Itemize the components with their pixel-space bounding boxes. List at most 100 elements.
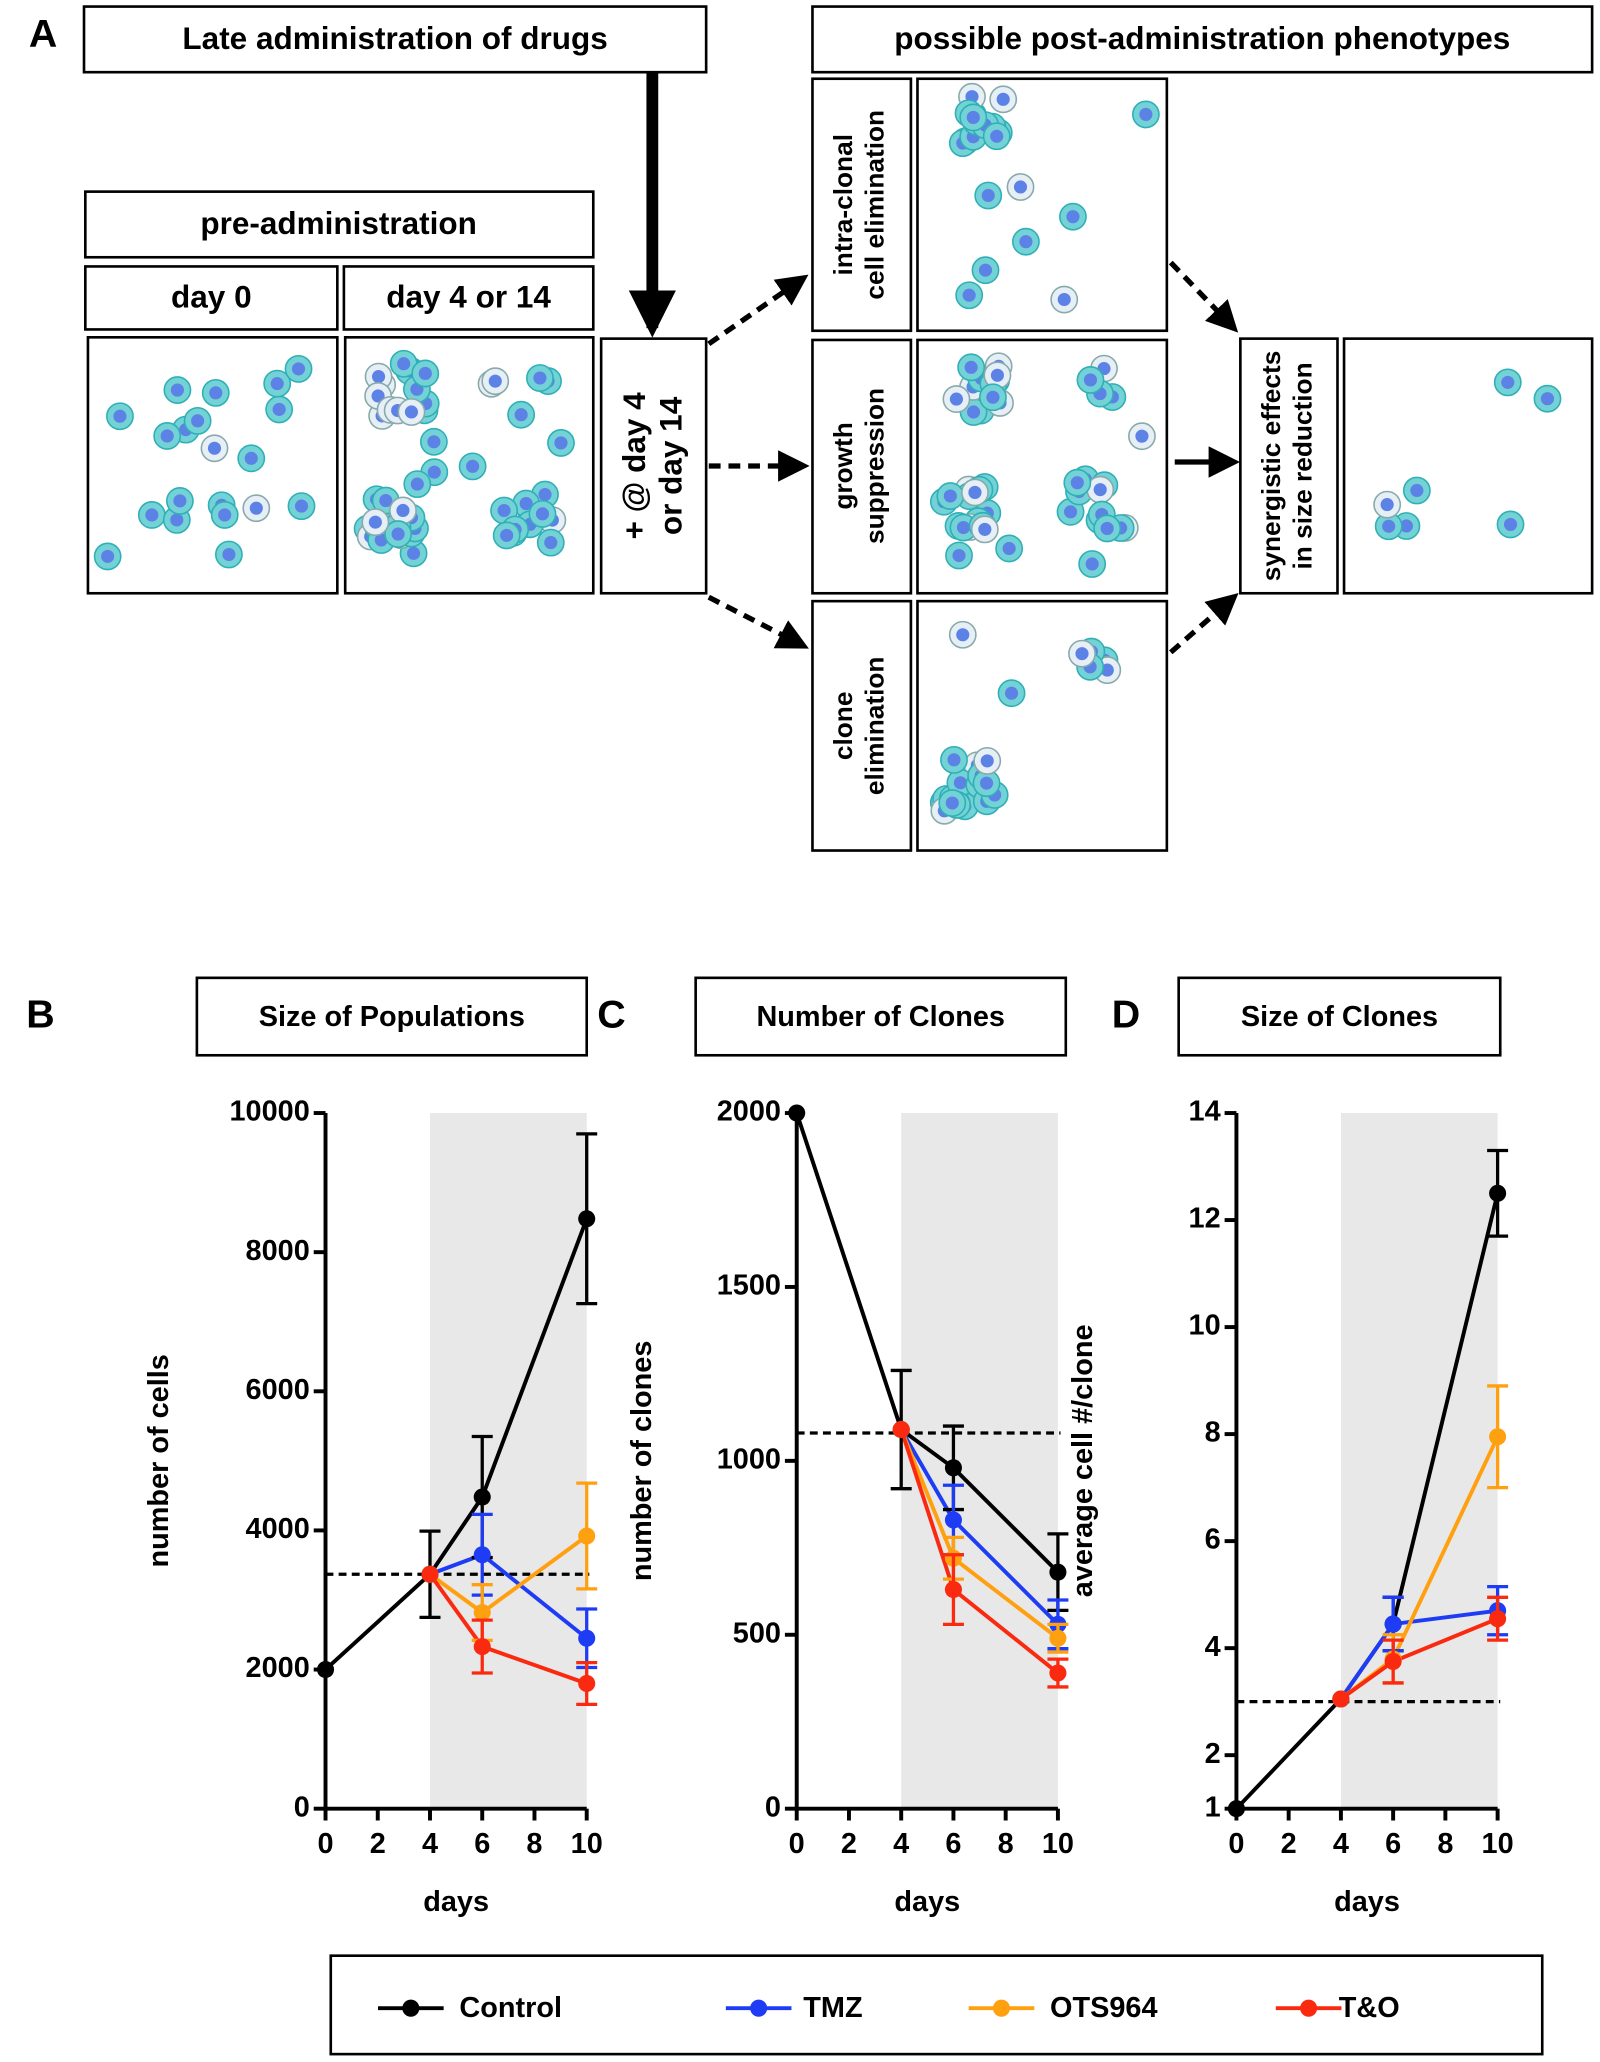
y-tick-label: 1000: [717, 1443, 781, 1475]
y-axis-label: average cell #/clone: [1067, 1324, 1099, 1597]
cell-nucleus: [962, 288, 976, 302]
arrow: [707, 274, 809, 347]
chart-title: Number of Clones: [756, 1001, 1005, 1033]
chart-title: Size of Populations: [259, 1001, 525, 1033]
cell-nucleus: [968, 485, 982, 500]
cell-nucleus: [1057, 292, 1071, 307]
cell-nucleus: [379, 494, 393, 508]
cell-nucleus: [544, 536, 558, 550]
box-text: synergistic effects: [1256, 351, 1286, 582]
legend-marker: [750, 1999, 768, 2017]
y-axis-label: number of clones: [626, 1341, 658, 1582]
box: [84, 190, 595, 259]
box-text: elimination: [860, 657, 890, 796]
diagram: A Late administration of drugs possible …: [29, 5, 1594, 852]
cell-nucleus: [953, 776, 967, 790]
data-point: [1489, 1184, 1507, 1202]
cell-nucleus: [535, 507, 550, 521]
x-tick-label: 4: [893, 1828, 909, 1860]
legend-label: T&O: [1339, 1992, 1400, 2024]
y-tick-label: 500: [733, 1617, 781, 1649]
cell-nucleus: [466, 459, 480, 473]
box: [811, 599, 913, 852]
panel-label: A: [29, 12, 57, 56]
data-point: [578, 1629, 596, 1647]
shaded-region: [1340, 1113, 1498, 1809]
y-tick-label: 0: [765, 1791, 781, 1823]
box-text: day 4 or 14: [386, 279, 551, 315]
data-point: [1049, 1664, 1067, 1682]
cell-nucleus: [270, 377, 284, 391]
y-tick-label: 1500: [717, 1270, 781, 1302]
cell-nucleus: [397, 357, 411, 371]
cell-nucleus: [372, 370, 386, 384]
cell-nucleus: [943, 489, 957, 503]
cell-nucleus: [964, 360, 978, 374]
box: [811, 5, 1594, 74]
y-tick-label: 8: [1205, 1417, 1221, 1449]
chart-title: Size of Clones: [1241, 1001, 1438, 1033]
cell-nucleus: [170, 383, 184, 397]
cell-nucleus: [966, 110, 980, 125]
x-tick-label: 10: [1482, 1828, 1514, 1860]
cell-nucleus: [538, 487, 552, 502]
cell-nucleus: [554, 436, 568, 450]
data-point: [421, 1565, 439, 1583]
cell-nucleus: [978, 522, 992, 536]
cell-nucleus: [291, 362, 306, 376]
x-tick-label: 6: [1385, 1828, 1401, 1860]
data-point: [1489, 1428, 1507, 1446]
cell-nucleus: [249, 501, 263, 515]
cell-nucleus: [1004, 686, 1019, 700]
cell-nucleus: [986, 390, 1000, 404]
cell-nucleus: [980, 776, 994, 790]
cell-nucleus: [222, 547, 236, 562]
box: [84, 265, 339, 331]
cell-nucleus: [404, 405, 419, 419]
x-axis-label: days: [423, 1886, 489, 1918]
arrows: [707, 260, 1241, 655]
legend-marker: [1300, 1999, 1318, 2017]
data-point: [1332, 1690, 1350, 1708]
cell-nucleus: [101, 549, 115, 563]
cell-nucleus: [488, 374, 502, 388]
cell-nucleus: [533, 371, 547, 385]
y-axis-label: number of cells: [143, 1354, 175, 1567]
legend-label: Control: [459, 1992, 562, 2024]
cell-nucleus: [272, 402, 286, 416]
cell-nucleus: [956, 628, 970, 642]
box-text: + @ day 4: [616, 392, 652, 540]
box-text: suppression: [860, 388, 890, 544]
cell-nucleus: [1135, 429, 1149, 443]
data-point: [1384, 1652, 1402, 1671]
box-text: clone: [828, 692, 858, 761]
title-box: [1177, 976, 1502, 1057]
x-tick-label: 8: [1437, 1828, 1453, 1860]
data-point: [944, 1511, 962, 1529]
y-tick-label: 6000: [246, 1374, 310, 1406]
cell-nucleus: [966, 405, 981, 419]
x-tick-label: 0: [317, 1828, 333, 1860]
x-tick-label: 4: [1333, 1828, 1349, 1860]
data-point: [473, 1488, 491, 1506]
y-tick-label: 0: [294, 1791, 310, 1823]
box-text: cell elimination: [860, 110, 890, 300]
cell-nucleus: [391, 527, 405, 541]
cell-nucleus: [1019, 235, 1033, 249]
shaded-region: [901, 1113, 1058, 1809]
cell-nucleus: [1399, 519, 1413, 533]
data-point: [1489, 1610, 1507, 1628]
shaded-region: [429, 1113, 587, 1809]
cell-nucleus: [949, 392, 963, 406]
cell-nucleus: [981, 188, 995, 203]
data-point: [316, 1661, 335, 1679]
cell-nucleus: [396, 503, 410, 518]
cell-nucleus: [209, 386, 223, 400]
cell-nucleus: [978, 263, 993, 277]
data-point: [1049, 1629, 1067, 1647]
cell-nucleus: [418, 366, 432, 381]
x-tick-label: 10: [571, 1828, 603, 1860]
cell-nucleus: [368, 515, 382, 529]
cell-nucleus: [996, 92, 1010, 106]
